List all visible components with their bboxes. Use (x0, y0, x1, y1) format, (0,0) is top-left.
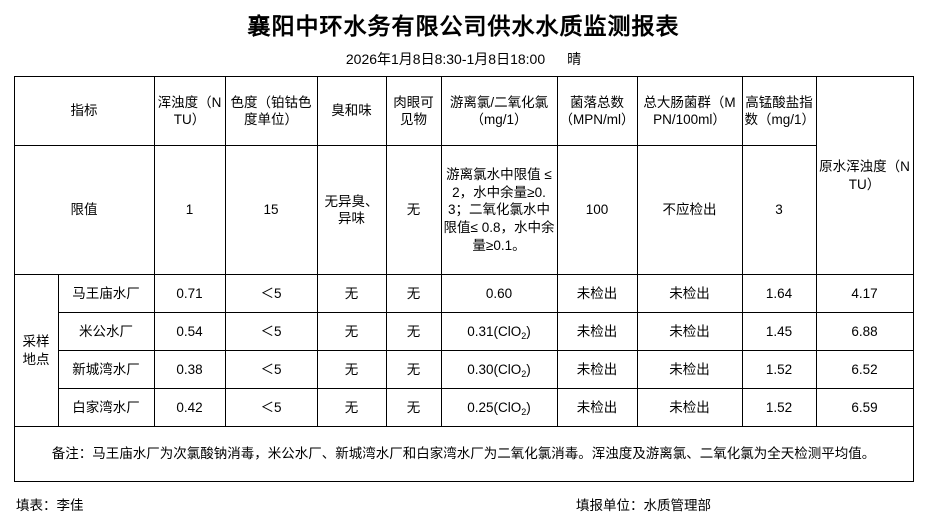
header-odor: 臭和味 (316, 76, 387, 147)
row-turbidity: 0.71 (153, 274, 226, 314)
row-chlorine-suffix: ) (526, 399, 531, 415)
reporting-department: 填报单位：水质管理部 (576, 498, 711, 514)
row-permanganate-index: 1.64 (741, 274, 817, 314)
limit-turbidity: 1 (153, 145, 226, 276)
row-chlorine-subscript: 2 (521, 406, 527, 417)
table-row: 米公水厂 0.54 ＜5 无 无 0.31(ClO2) 未检出 未检出 1.45… (14, 312, 914, 352)
row-colony-count: 未检出 (556, 274, 638, 314)
row-raw-turbidity: 4.17 (815, 274, 914, 314)
limit-chlorine: 游离氯水中限值 ≤2，水中余量≥0.3；二氧化氯水中限值≤ 0.8，水中余量≥0… (440, 145, 558, 276)
row-total-coliform: 未检出 (636, 350, 743, 390)
row-permanganate-index: 1.52 (741, 350, 817, 390)
limit-permanganate-index: 3 (741, 145, 817, 276)
row-visible-matter: 无 (385, 312, 442, 352)
row-chlorine-value: 0.25(ClO (467, 399, 522, 415)
sampling-location-label: 采样地点 (13, 274, 59, 428)
limit-odor: 无异臭、异味 (316, 145, 387, 276)
row-colony-count: 未检出 (556, 312, 638, 352)
report-period: 2026年1月8日8:30-1月8日18:00 (345, 50, 546, 67)
row-colony-count: 未检出 (556, 388, 638, 428)
row-visible-matter: 无 (385, 274, 442, 314)
row-visible-matter: 无 (385, 350, 442, 390)
row-site-name: 新城湾水厂 (57, 350, 155, 390)
row-turbidity: 0.38 (153, 350, 226, 390)
row-chlorine: 0.30(ClO2) (440, 350, 558, 390)
header-total-coliform: 总大肠菌群（MPN/100ml） (636, 76, 743, 147)
row-chroma: ＜5 (224, 388, 318, 428)
row-permanganate-index: 1.45 (741, 312, 817, 352)
row-chlorine-suffix: ) (526, 323, 531, 339)
limit-colony-count: 100 (556, 145, 638, 276)
table-notes: 备注：马王庙水厂为次氯酸钠消毒，米公水厂、新城湾水厂和白家湾水厂为二氧化氯消毒。… (13, 426, 914, 483)
water-quality-table: 指标 浑浊度（NTU） 色度（铂钴色度单位） 臭和味 肉眼可见物 游离氯/二氧化… (13, 76, 914, 483)
table-row: 新城湾水厂 0.38 ＜5 无 无 0.30(ClO2) 未检出 未检出 1.5… (14, 350, 914, 390)
row-total-coliform: 未检出 (636, 388, 743, 428)
row-odor: 无 (316, 274, 387, 314)
row-site-name: 马王庙水厂 (57, 274, 155, 314)
header-raw-turbidity: 原水浑浊度（NTU） (815, 76, 914, 276)
table-row: 采样地点 马王庙水厂 0.71 ＜5 无 无 0.60 未检出 未检出 1.64… (13, 274, 914, 428)
header-chlorine: 游离氯/二氧化氯（mg/1） (440, 76, 558, 147)
row-odor: 无 (316, 388, 387, 428)
limit-value-row: 限值 1 15 无异臭、异味 无 游离氯水中限值 ≤2，水中余量≥0.3；二氧化… (13, 145, 913, 276)
header-colony-count: 菌落总数（MPN/ml） (556, 76, 638, 147)
table-header-row: 指标 浑浊度（NTU） 色度（铂钴色度单位） 臭和味 肉眼可见物 游离氯/二氧化… (13, 76, 914, 276)
row-site-name: 白家湾水厂 (57, 388, 155, 428)
report-footer: 填表：李佳 填报单位：水质管理部 (14, 482, 913, 514)
row-turbidity: 0.54 (153, 312, 226, 352)
row-turbidity: 0.42 (153, 388, 226, 428)
row-chlorine: 0.25(ClO2) (440, 388, 558, 428)
table-row: 白家湾水厂 0.42 ＜5 无 无 0.25(ClO2) 未检出 未检出 1.5… (14, 388, 914, 428)
row-colony-count: 未检出 (556, 350, 638, 390)
header-chroma: 色度（铂钴色度单位） (224, 76, 318, 147)
header-visible-matter: 肉眼可见物 (385, 76, 442, 147)
row-total-coliform: 未检出 (636, 312, 743, 352)
limit-total-coliform: 不应检出 (636, 145, 743, 276)
report-weather: 晴 (567, 50, 582, 67)
row-chlorine: 0.31(ClO2) (440, 312, 558, 352)
row-chlorine-value: 0.31(ClO (467, 323, 522, 339)
row-total-coliform: 未检出 (636, 274, 743, 314)
report-period-line: 2026年1月8日8:30-1月8日18:00 晴 (0, 41, 927, 68)
header-indicator: 指标 (13, 76, 155, 147)
limit-chroma: 15 (224, 145, 318, 276)
row-visible-matter: 无 (385, 388, 442, 428)
row-chlorine-value: 0.60 (485, 285, 513, 301)
row-odor: 无 (316, 312, 387, 352)
row-chlorine-subscript: 2 (521, 330, 527, 341)
header-permanganate-index: 高锰酸盐指数（mg/1） (741, 76, 817, 147)
row-site-name: 米公水厂 (57, 312, 155, 352)
header-turbidity: 浑浊度（NTU） (153, 76, 226, 147)
notes-row: 备注：马王庙水厂为次氯酸钠消毒，米公水厂、新城湾水厂和白家湾水厂为二氧化氯消毒。… (13, 426, 914, 483)
filled-by: 填表：李佳 (16, 498, 84, 514)
row-chlorine-suffix: ) (526, 361, 531, 377)
row-chlorine: 0.60 (440, 274, 558, 314)
row-chlorine-value: 0.30(ClO (467, 361, 522, 377)
row-odor: 无 (316, 350, 387, 390)
row-raw-turbidity: 6.59 (815, 388, 914, 428)
limit-visible-matter: 无 (385, 145, 442, 276)
limit-label: 限值 (13, 145, 155, 276)
row-raw-turbidity: 6.88 (815, 312, 914, 352)
row-chroma: ＜5 (224, 274, 318, 314)
row-chroma: ＜5 (224, 312, 318, 352)
row-chroma: ＜5 (224, 350, 318, 390)
row-permanganate-index: 1.52 (741, 388, 817, 428)
row-raw-turbidity: 6.52 (815, 350, 914, 390)
page-title: 襄阳中环水务有限公司供水水质监测报表 (247, 13, 680, 39)
row-chlorine-subscript: 2 (521, 368, 527, 379)
